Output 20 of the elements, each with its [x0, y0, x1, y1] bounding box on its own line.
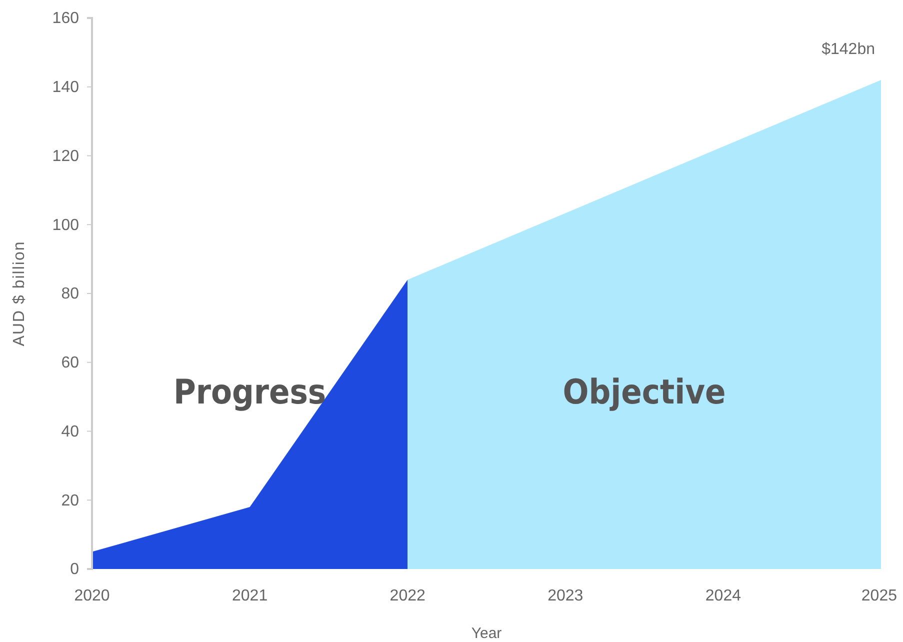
- annotation: $142bn: [822, 40, 875, 58]
- y-tick-label: 60: [61, 354, 80, 372]
- x-tick-label: 2020: [74, 587, 110, 604]
- y-tick-label: 160: [52, 10, 80, 28]
- x-tick-label: 2024: [705, 587, 742, 604]
- x-axis-title: Year: [471, 625, 502, 642]
- x-tick-label: 2022: [390, 587, 426, 604]
- y-tick-label: 100: [52, 216, 80, 234]
- y-tick-label: 20: [61, 492, 80, 510]
- y-tick-label: 120: [52, 148, 80, 165]
- y-axis-title: AUD $ billion: [11, 240, 28, 346]
- x-tick-label: 2021: [232, 587, 268, 604]
- series-label: Objective: [562, 372, 726, 413]
- y-tick-label: 40: [61, 423, 80, 440]
- y-tick-label: 80: [61, 286, 80, 303]
- series-label: Progress: [173, 372, 326, 413]
- x-tick-label: 2025: [861, 587, 898, 604]
- x-tick-label: 2023: [548, 587, 584, 604]
- y-tick-label: 0: [70, 561, 80, 578]
- y-tick-label: 140: [52, 78, 80, 96]
